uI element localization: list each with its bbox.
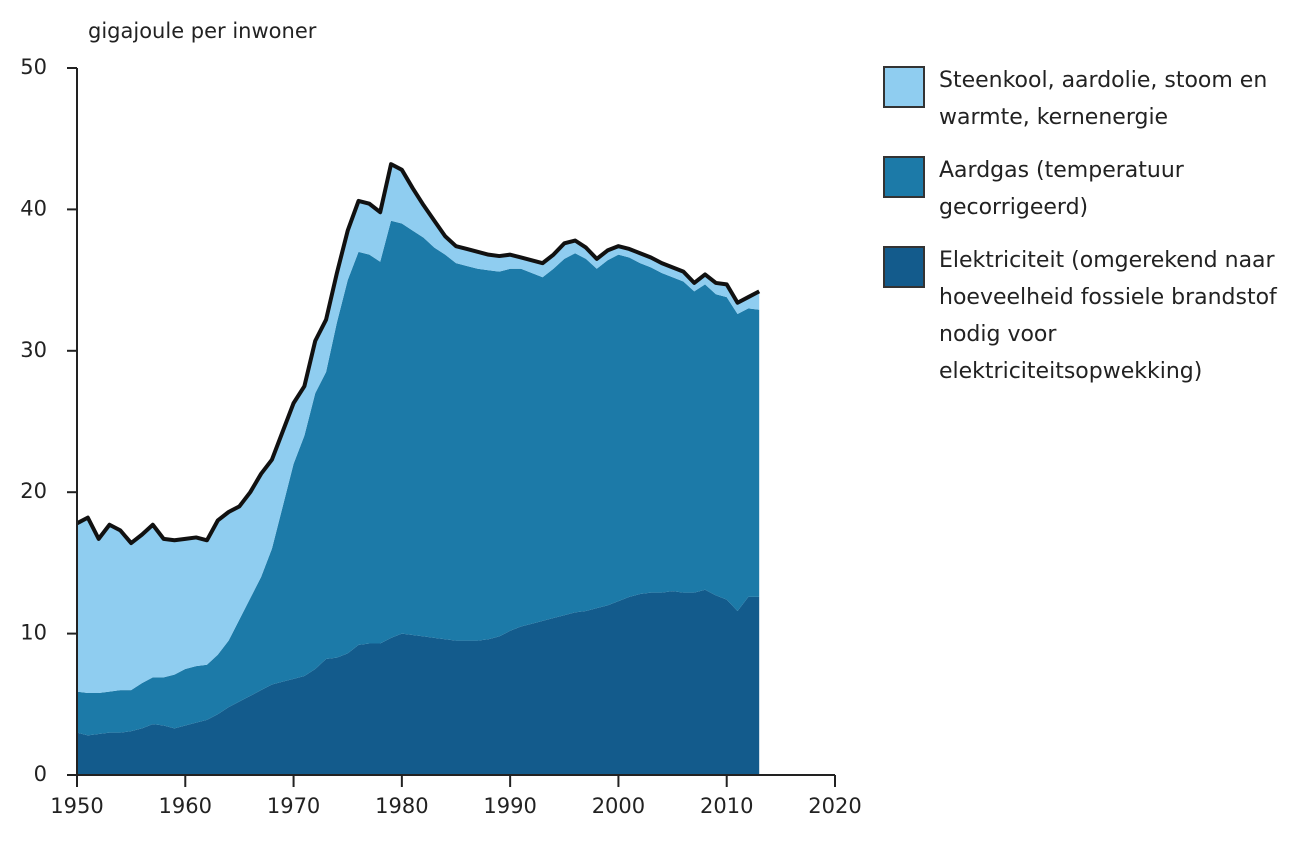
total-outline (76, 162, 761, 546)
y-tick-label: 0 (34, 762, 47, 786)
x-tick-label: 1960 (159, 794, 212, 818)
x-tick-label: 2020 (808, 794, 861, 818)
legend-item: Steenkool, aardolie, stoom en warmte, ke… (883, 62, 1308, 136)
x-tick-label: 2000 (592, 794, 645, 818)
legend-label: Aardgas (temperatuur gecorrigeerd) (939, 158, 1184, 220)
x-tick-label: 1970 (267, 794, 320, 818)
y-tick-label: 20 (20, 479, 47, 503)
legend-swatch (883, 156, 925, 198)
x-tick-label: 1950 (50, 794, 103, 818)
area (77, 164, 760, 693)
x-tick-label: 2010 (700, 794, 753, 818)
legend-label: Elektriciteit (omgerekend naar hoeveelhe… (939, 248, 1277, 384)
legend: Steenkool, aardolie, stoom en warmte, ke… (883, 62, 1308, 406)
area (77, 220, 760, 736)
legend-swatch (883, 66, 925, 108)
legend-label: Steenkool, aardolie, stoom en warmte, ke… (939, 68, 1268, 130)
y-tick-label: 30 (20, 338, 47, 362)
y-axis-label: gigajoule per inwoner (88, 19, 317, 43)
y-tick-label: 40 (20, 196, 47, 220)
legend-item: Elektriciteit (omgerekend naar hoeveelhe… (883, 242, 1308, 390)
legend-item: Aardgas (temperatuur gecorrigeerd) (883, 152, 1308, 226)
area (77, 589, 760, 775)
y-tick-label: 50 (20, 55, 47, 79)
x-tick-label: 1990 (483, 794, 536, 818)
legend-swatch (883, 246, 925, 288)
y-tick-label: 10 (20, 621, 47, 645)
x-tick-label: 1980 (375, 794, 428, 818)
